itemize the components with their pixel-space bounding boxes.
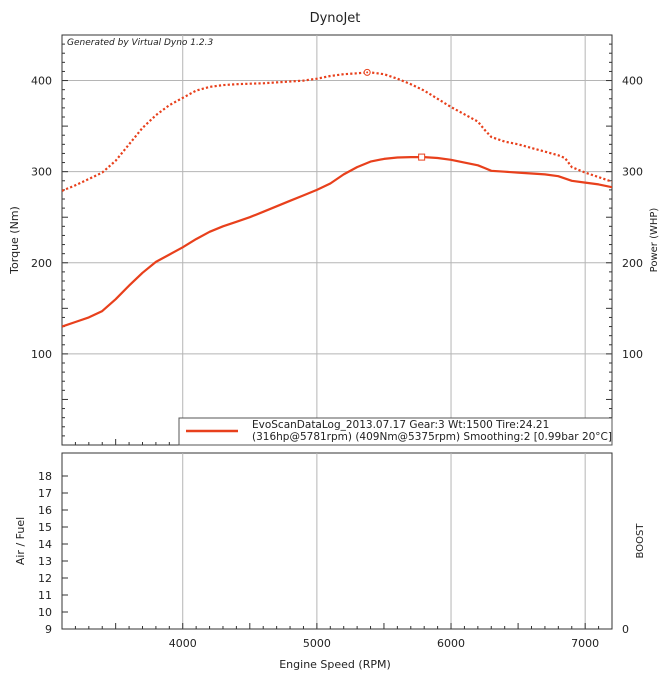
rpm-axis-label: Engine Speed (RPM) — [279, 658, 391, 671]
torque-peak-marker-dot — [366, 71, 369, 74]
torque-tick-label: 100 — [31, 348, 52, 361]
bottom-plot-grid — [74, 453, 600, 629]
torque-tick-label: 300 — [31, 166, 52, 179]
air-fuel-axis-label: Air / Fuel — [14, 517, 27, 565]
air-fuel-tick-label: 13 — [38, 555, 52, 568]
torque-axis-label: Torque (Nm) — [8, 206, 21, 275]
boost-axis-ticks: 0 — [622, 623, 629, 636]
bottom-plot-frame — [61, 452, 613, 630]
chart-title: DynoJet — [310, 11, 361, 26]
rpm-tick-label: 7000 — [571, 637, 599, 650]
top-plot-series — [62, 68, 612, 328]
torque-power-plot: Generated by Virtual Dyno 1.2.3 100 200 30… — [8, 34, 660, 446]
air-fuel-tick-label: 17 — [38, 487, 52, 500]
top-plot-frame — [61, 34, 613, 446]
boost-tick-label: 0 — [622, 623, 629, 636]
power-tick-label: 100 — [622, 348, 643, 361]
rpm-axis-ticks: 4000 5000 6000 7000 — [169, 637, 599, 650]
power-tick-label: 300 — [622, 166, 643, 179]
legend: EvoScanDataLog_2013.07.17 Gear:3 Wt:1500… — [178, 417, 613, 446]
air-fuel-tick-label: 18 — [38, 470, 52, 483]
air-fuel-tick-label: 16 — [38, 504, 52, 517]
rpm-tick-label: 6000 — [437, 637, 465, 650]
power-tick-label: 200 — [622, 257, 643, 270]
air-fuel-plot: 9 10 11 12 13 14 15 16 17 18 0 Air / Fuel BOOST 4… — [14, 452, 646, 671]
torque-axis-ticks: 100 200 300 400 — [31, 75, 52, 361]
boost-axis-label: BOOST — [635, 523, 646, 559]
rpm-tick-label: 4000 — [169, 637, 197, 650]
legend-line-1: EvoScanDataLog_2013.07.17 Gear:3 Wt:1500… — [252, 419, 549, 431]
power-peak-marker — [418, 153, 426, 161]
power-tick-label: 400 — [622, 75, 643, 88]
air-fuel-tick-label: 11 — [38, 589, 52, 602]
power-series-line — [62, 156, 612, 328]
air-fuel-tick-label: 14 — [38, 538, 52, 551]
air-fuel-tick-label: 10 — [38, 606, 52, 619]
rpm-tick-label: 5000 — [303, 637, 331, 650]
power-axis-label: Power (WHP) — [649, 208, 660, 273]
air-fuel-tick-label: 9 — [45, 623, 52, 636]
torque-tick-label: 400 — [31, 75, 52, 88]
legend-box — [178, 417, 613, 446]
torque-series-line — [62, 71, 612, 192]
power-axis-ticks: 100 200 300 400 — [622, 75, 643, 361]
air-fuel-tick-label: 15 — [38, 521, 52, 534]
torque-tick-label: 200 — [31, 257, 52, 270]
air-fuel-axis-ticks: 9 10 11 12 13 14 15 16 17 18 — [38, 470, 68, 636]
watermark-text: Generated by Virtual Dyno 1.2.3 — [67, 38, 213, 48]
air-fuel-tick-label: 12 — [38, 572, 52, 585]
legend-line-2: (316hp@5781rpm) (409Nm@5375rpm) Smoothin… — [252, 431, 612, 443]
